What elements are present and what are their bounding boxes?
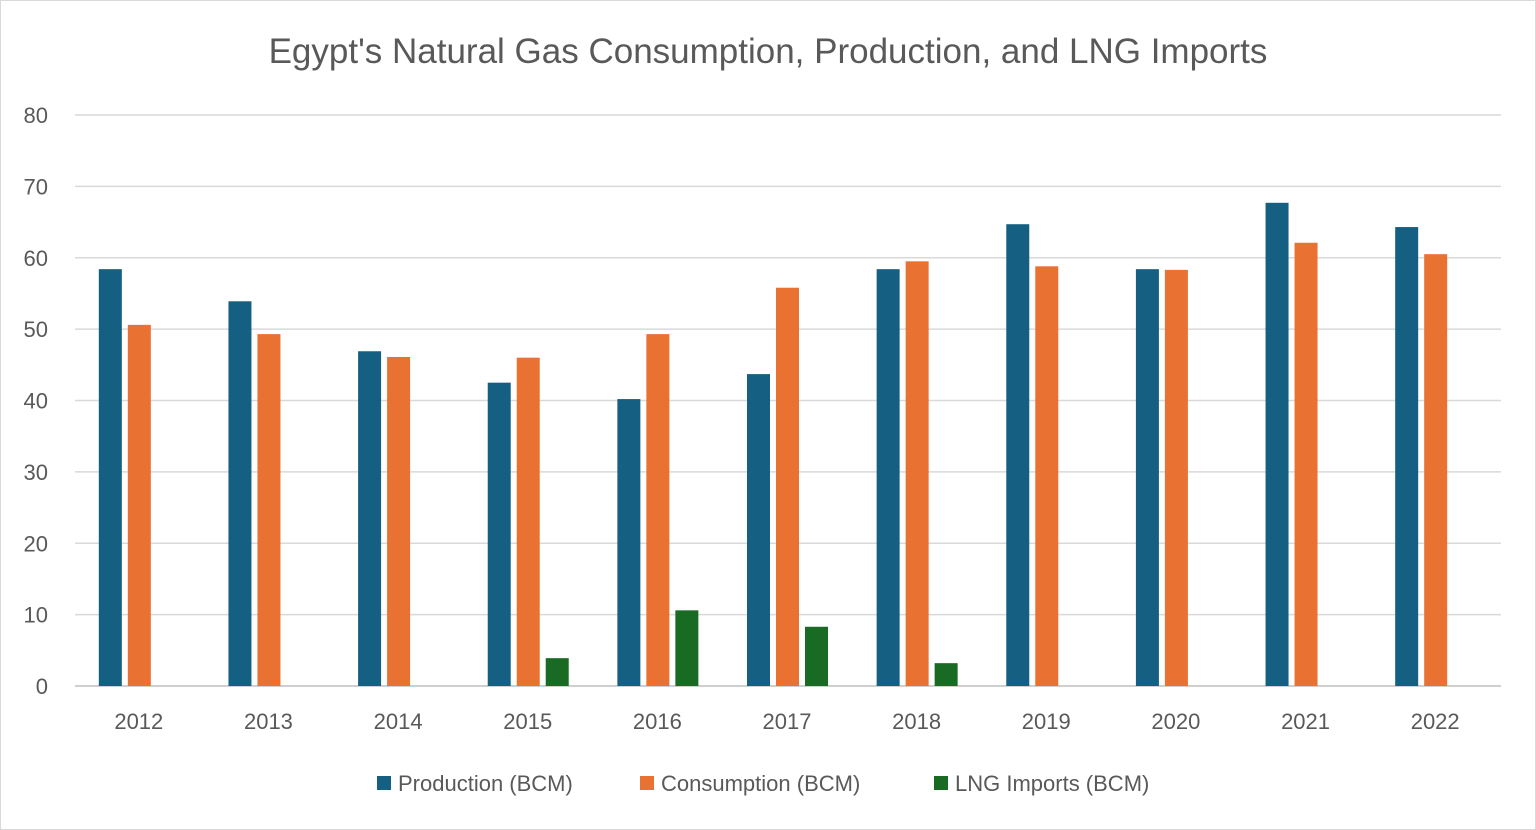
legend-label: Production (BCM) — [398, 771, 573, 796]
x-tick-label: 2016 — [633, 709, 682, 734]
bar-consumption — [257, 334, 281, 686]
bar-consumption — [387, 356, 411, 686]
x-tick-label: 2013 — [244, 709, 293, 734]
y-tick-label: 30 — [24, 460, 48, 485]
x-tick-label: 2017 — [763, 709, 812, 734]
bar-lng — [934, 663, 958, 686]
y-tick-label: 40 — [24, 389, 48, 414]
bar-lng — [545, 658, 569, 686]
bar-production — [1006, 224, 1030, 687]
bar-consumption — [1035, 266, 1059, 686]
x-tick-label: 2019 — [1022, 709, 1071, 734]
bar-consumption — [776, 287, 799, 686]
bar-consumption — [646, 334, 670, 686]
legend-swatch — [377, 776, 391, 790]
bar-lng — [805, 626, 828, 686]
y-tick-label: 0 — [36, 674, 48, 699]
legend-swatch — [640, 776, 654, 790]
bar-consumption — [905, 261, 929, 686]
bar-production — [1395, 227, 1419, 686]
bar-production — [1135, 269, 1159, 686]
legend-label: LNG Imports (BCM) — [955, 771, 1149, 796]
x-tick-label: 2014 — [374, 709, 423, 734]
x-tick-label: 2012 — [114, 709, 163, 734]
bar-production — [228, 301, 252, 686]
bar-consumption — [127, 324, 151, 686]
bar-consumption — [516, 357, 540, 686]
legend-swatch — [934, 776, 948, 790]
bar-lng — [675, 610, 699, 686]
y-tick-label: 60 — [24, 246, 48, 271]
bar-consumption — [1424, 254, 1448, 686]
x-tick-label: 2015 — [503, 709, 552, 734]
x-tick-label: 2018 — [892, 709, 941, 734]
y-tick-label: 80 — [24, 103, 48, 128]
bar-production — [876, 269, 900, 686]
bar-production — [747, 374, 770, 686]
bar-production — [1265, 202, 1289, 686]
x-tick-label: 2021 — [1281, 709, 1330, 734]
bar-production — [358, 351, 382, 686]
x-tick-label: 2022 — [1411, 709, 1460, 734]
legend-label: Consumption (BCM) — [661, 771, 860, 796]
bar-production — [98, 269, 122, 686]
y-tick-label: 10 — [24, 603, 48, 628]
bar-consumption — [1164, 269, 1188, 686]
bar-production — [617, 399, 641, 686]
bar-production — [487, 382, 511, 686]
y-tick-label: 70 — [24, 174, 48, 199]
x-tick-label: 2020 — [1151, 709, 1200, 734]
y-tick-label: 50 — [24, 317, 48, 342]
y-tick-label: 20 — [24, 531, 48, 556]
chart-title: Egypt's Natural Gas Consumption, Product… — [269, 32, 1268, 71]
bar-consumption — [1294, 242, 1318, 687]
